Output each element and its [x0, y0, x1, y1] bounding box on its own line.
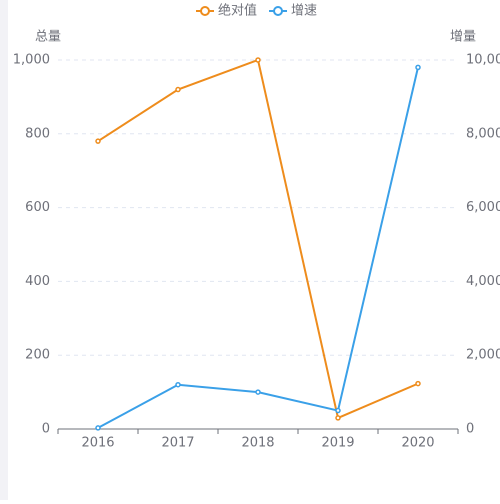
- point: [255, 57, 261, 63]
- legend-icon-dot: [200, 6, 210, 16]
- point: [255, 389, 261, 395]
- y2-tick-label: 10,000: [466, 53, 500, 68]
- point: [335, 407, 341, 414]
- y2-tick-label: 8,000: [466, 126, 500, 141]
- legend-label: 绝对值: [218, 3, 257, 19]
- point: [95, 138, 101, 144]
- y2-tick-label: 0: [466, 422, 474, 437]
- y2-tick-label: 2,000: [466, 348, 500, 363]
- y-axis-title: 总量: [35, 30, 61, 45]
- y-tick-label: 800: [25, 126, 50, 141]
- point: [335, 415, 341, 421]
- y-tick-label: 1,000: [13, 53, 50, 68]
- x-tick-label: 2019: [321, 436, 354, 451]
- point: [175, 86, 181, 93]
- y-tick-label: 200: [25, 348, 50, 363]
- x-tick-label: 2018: [241, 436, 274, 451]
- series-line: [97, 67, 419, 429]
- y2-tick-label: 4,000: [466, 274, 500, 289]
- y-tick-label: 600: [25, 200, 50, 215]
- legend-label: 增速: [291, 4, 317, 19]
- point: [175, 381, 181, 388]
- point: [415, 380, 421, 387]
- x-tick-label: 2016: [81, 436, 114, 451]
- legend-icon-dot: [273, 6, 284, 16]
- y-tick-label: 0: [42, 422, 50, 437]
- x-tick-label: 2017: [161, 436, 194, 451]
- x-tick-label: 2020: [401, 436, 434, 451]
- y2-axis-title: 增量: [450, 30, 476, 45]
- point: [95, 425, 101, 431]
- y-tick-label: 400: [25, 274, 50, 289]
- series-line: [97, 58, 419, 420]
- side-strip: [0, 0, 8, 500]
- point: [415, 64, 421, 71]
- y2-tick-label: 6,000: [466, 200, 500, 215]
